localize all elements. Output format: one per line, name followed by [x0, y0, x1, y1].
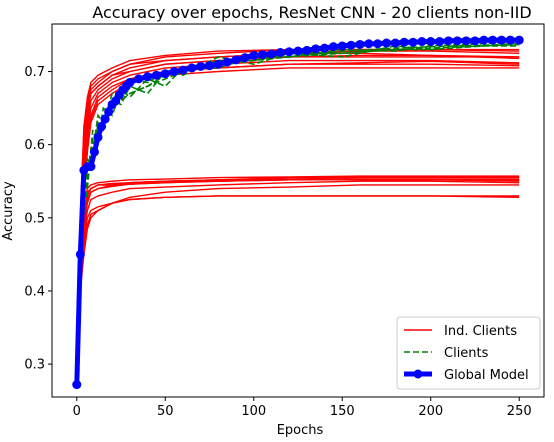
ind-clients-series-line — [76, 179, 520, 387]
global-model-point — [160, 69, 170, 79]
plot-lines — [72, 35, 524, 390]
legend: Ind. Clients Clients Global Model — [396, 316, 541, 390]
global-model-point — [311, 44, 321, 54]
global-model-point — [328, 42, 338, 52]
ind-clients-series-line — [76, 180, 520, 387]
global-model-point — [408, 37, 418, 47]
x-tick-label: 50 — [157, 404, 174, 419]
global-model-point — [240, 53, 250, 63]
y-axis-ticks: 0.3 0.4 0.5 0.6 0.7 — [24, 65, 52, 373]
clients-series-line — [76, 42, 520, 387]
y-tick-label: 0.6 — [24, 138, 45, 153]
global-model-point — [505, 35, 515, 45]
x-tick-label: 250 — [507, 404, 532, 419]
global-model-point — [390, 38, 400, 48]
global-model-point — [196, 61, 206, 71]
legend-marker-global-model — [413, 369, 423, 379]
global-model-point — [75, 249, 85, 259]
y-tick-label: 0.3 — [24, 358, 45, 373]
global-model-point — [399, 37, 409, 47]
global-model-point — [426, 37, 436, 47]
global-model-point — [470, 36, 480, 46]
ind-clients-series-line — [76, 59, 520, 387]
global-model-point — [452, 36, 462, 46]
global-model-point — [514, 35, 524, 45]
global-model-point — [435, 37, 445, 47]
legend-label-ind-clients: Ind. Clients — [444, 324, 517, 339]
global-model-point — [284, 47, 294, 57]
global-model-point — [134, 74, 144, 84]
x-tick-label: 200 — [418, 404, 443, 419]
y-tick-label: 0.5 — [24, 211, 45, 226]
global-model-point — [72, 380, 82, 390]
global-model-point — [151, 70, 161, 80]
global-model-point — [258, 50, 268, 60]
global-model-point — [381, 38, 391, 48]
global-model-point — [320, 43, 330, 53]
global-model-point — [488, 35, 498, 45]
global-model-point — [346, 40, 356, 50]
clients-series-line — [76, 41, 520, 387]
x-tick-label: 0 — [73, 404, 81, 419]
global-model-point — [89, 147, 99, 157]
x-axis-ticks: 0 50 100 150 200 250 — [73, 397, 532, 419]
global-model-point — [169, 67, 179, 77]
global-model-point — [104, 107, 114, 117]
global-model-point — [187, 63, 197, 73]
global-model-point — [497, 35, 507, 45]
x-axis-label: Epochs — [277, 423, 324, 438]
x-tick-label: 100 — [241, 404, 266, 419]
global-model-point — [266, 49, 276, 59]
global-model-point — [205, 61, 215, 71]
legend-label-global-model: Global Model — [444, 368, 529, 383]
global-model-point — [93, 132, 103, 142]
global-model-point — [355, 39, 365, 49]
global-model-point — [231, 55, 241, 65]
global-model-point — [275, 48, 285, 58]
x-tick-label: 150 — [330, 404, 355, 419]
global-model-point — [125, 78, 135, 88]
global-model-point — [479, 35, 489, 45]
y-tick-label: 0.7 — [24, 65, 45, 80]
legend-box — [396, 316, 541, 390]
chart-title: Accuracy over epochs, ResNet CNN - 20 cl… — [92, 3, 531, 22]
global-model-point — [213, 59, 223, 69]
ind-clients-series-line — [76, 195, 520, 387]
global-model-point — [97, 121, 107, 131]
global-model-point — [364, 39, 374, 49]
global-model-point — [249, 50, 259, 60]
y-axis-label: Accuracy — [1, 181, 16, 241]
global-model-point — [143, 72, 153, 82]
global-model-point — [86, 162, 96, 172]
ind-clients-series-line — [76, 184, 520, 387]
global-model-point — [373, 39, 383, 49]
global-model-point — [443, 36, 453, 46]
global-model-point — [222, 57, 232, 67]
global-model-point — [293, 46, 303, 56]
global-model-point — [417, 37, 427, 47]
legend-label-clients: Clients — [444, 346, 489, 361]
global-model-point — [178, 65, 188, 75]
y-tick-label: 0.4 — [24, 284, 45, 299]
global-model-point — [100, 114, 110, 124]
plot-frame — [51, 23, 545, 398]
global-model-point — [461, 36, 471, 46]
global-model-point — [302, 45, 312, 55]
global-model-point — [337, 41, 347, 51]
